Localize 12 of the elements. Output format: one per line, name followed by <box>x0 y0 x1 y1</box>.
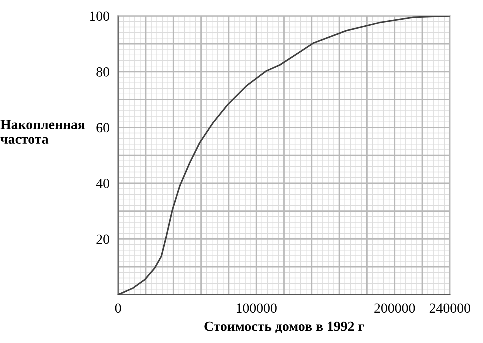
y-axis-title: Накопленная частота <box>0 120 86 144</box>
y-tick-label: 100 <box>90 12 110 22</box>
y-tick-label: 40 <box>96 179 110 188</box>
x-tick-label: 0 <box>115 304 122 314</box>
line-series <box>118 16 450 295</box>
y-tick-label: 20 <box>96 234 110 244</box>
y-tick-label: 60 <box>96 123 110 133</box>
x-axis-title: Стоимость домов в 1992 г <box>204 322 364 334</box>
y-tick-label: 80 <box>96 67 110 77</box>
x-tick-label: 200000 <box>374 304 416 314</box>
x-tick-label: 100000 <box>236 304 277 314</box>
x-tick-label: 240000 <box>430 304 470 314</box>
